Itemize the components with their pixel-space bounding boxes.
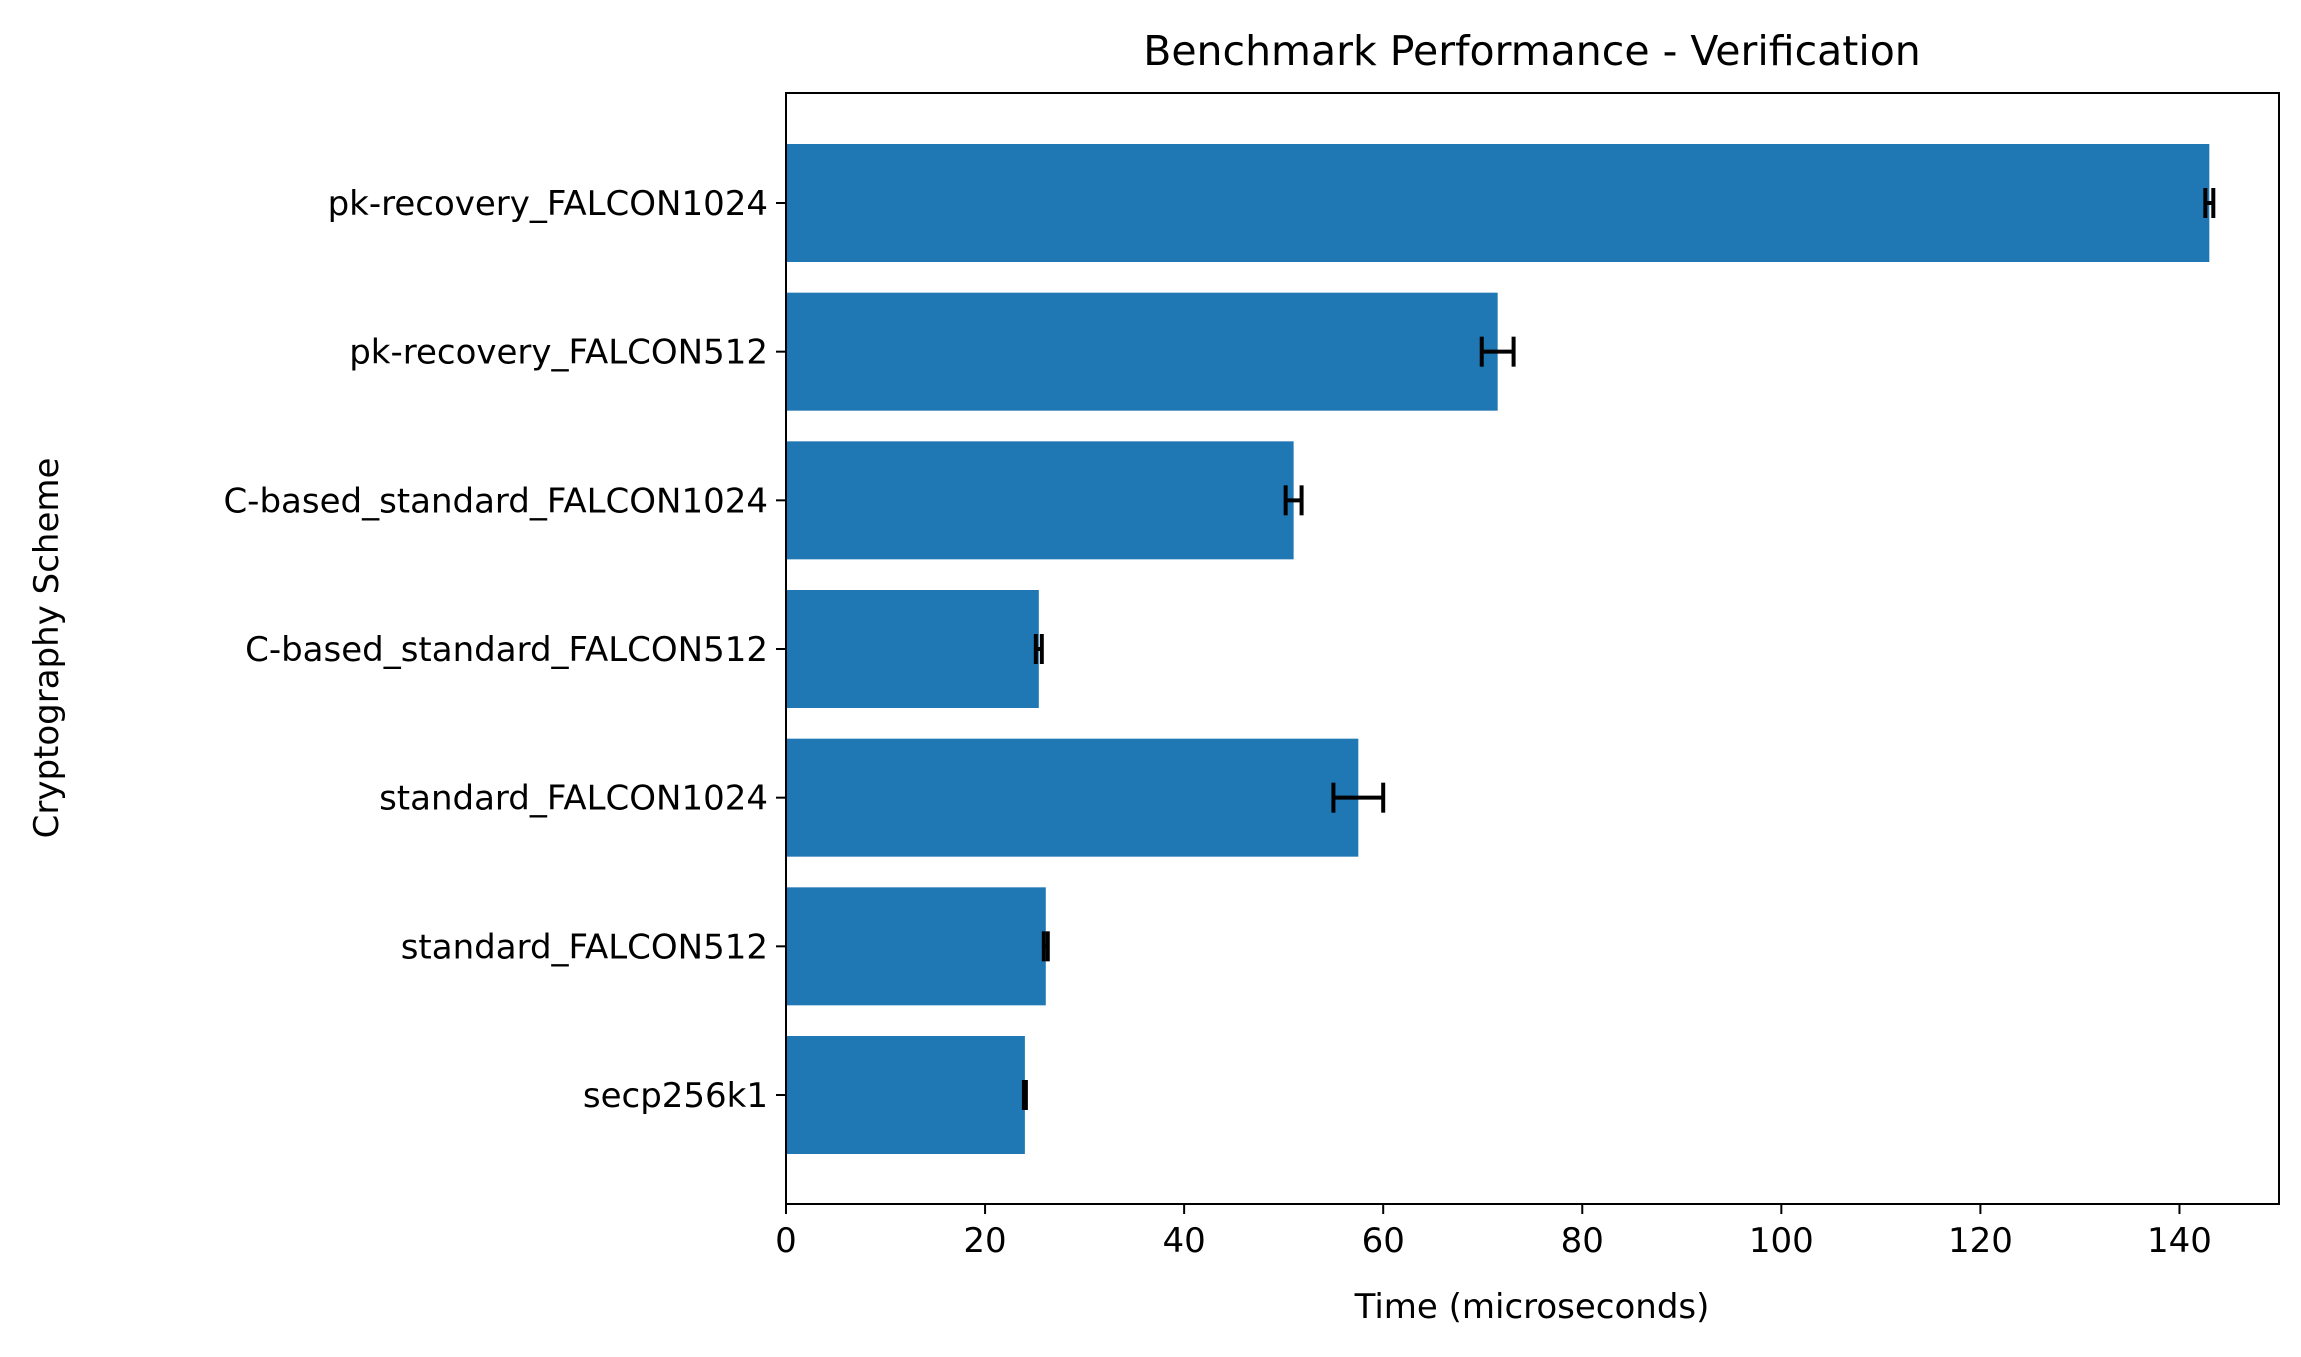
y-tick-label-6: secp256k1 [583,1076,768,1116]
bar-0 [786,144,2210,262]
error-bar-2 [1283,485,1304,516]
x-tick-label-0: 0 [775,1221,797,1261]
x-tick-label-3: 60 [1362,1221,1405,1261]
error-bar-3 [1033,634,1044,664]
chart-title: Benchmark Performance - Verification [1143,27,1921,75]
x-tick-label-5: 100 [1749,1221,1814,1261]
error-bar-6 [1021,1080,1028,1110]
y-tick-label-4: standard_FALCON1024 [379,779,768,819]
bar-3 [786,590,1039,708]
y-tick-label-2: C-based_standard_FALCON1024 [223,481,768,521]
bar-1 [786,292,1498,411]
y-tick-label-1: pk-recovery_FALCON512 [349,333,768,373]
error-bars-layer [1021,188,2216,1110]
bar-2 [786,441,1294,560]
y-tick-label-0: pk-recovery_FALCON1024 [328,184,768,224]
error-bar-1 [1479,336,1516,367]
error-bar-0 [2203,188,2216,218]
x-tick-label-6: 120 [1948,1221,2013,1261]
x-tick-label-4: 80 [1561,1221,1604,1261]
y-tick-label-3: C-based_standard_FALCON512 [245,630,768,670]
x-tick-label-7: 140 [2147,1221,2212,1261]
error-bar-5 [1041,931,1050,962]
y-axis-ticks: pk-recovery_FALCON1024 pk-recovery_FALCON… [223,184,786,1116]
bar-5 [786,887,1046,1006]
bars-layer [786,144,2210,1154]
bar-4 [786,738,1359,857]
y-tick-label-5: standard_FALCON512 [401,927,768,967]
x-axis-ticks: 0 20 40 60 80 100 120 140 [775,1204,2212,1261]
error-bar-4 [1331,782,1386,813]
bar-6 [786,1036,1025,1154]
y-axis-label: Cryptography Scheme [27,458,67,839]
x-tick-label-1: 20 [963,1221,1006,1261]
x-axis-label: Time (microseconds) [1354,1287,1710,1327]
x-tick-label-2: 40 [1163,1221,1206,1261]
